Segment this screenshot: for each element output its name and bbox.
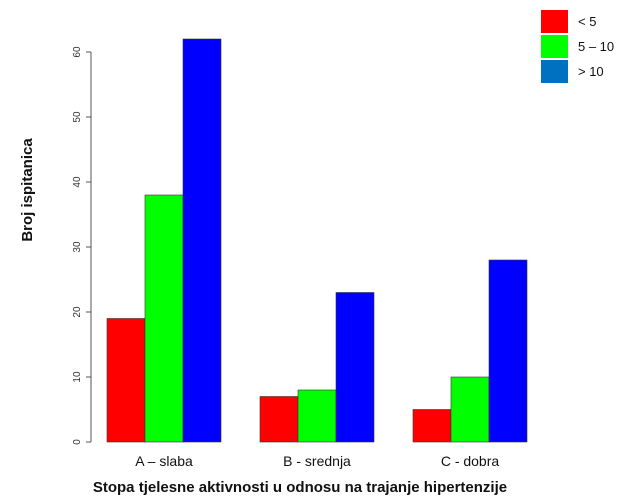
x-axis-labels: A – slaba B - srednja C - dobra [135,453,499,469]
category-label: A – slaba [135,453,193,469]
y-tick-label: 60 [72,46,83,58]
legend-label: 5 – 10 [578,39,614,54]
y-axis: 0 10 20 30 40 50 60 [72,46,92,445]
y-axis-title: Broj ispitanica [19,138,36,242]
bar [488,259,528,443]
bars [106,38,528,443]
bar [259,396,299,443]
legend-swatch [541,10,568,33]
y-tick-label: 10 [72,371,83,383]
bar [182,38,222,443]
legend: < 5 5 – 10 > 10 [541,10,614,83]
legend-label: < 5 [578,14,596,29]
category-label: B - srednja [283,453,351,469]
x-axis-title: Stopa tjelesne aktivnosti u odnosu na tr… [93,479,507,496]
y-tick-label: 30 [72,241,83,253]
legend-swatch [541,35,568,58]
bar [335,292,375,443]
bar [106,318,146,443]
bar [297,389,337,443]
y-tick-label: 50 [72,111,83,123]
y-tick-label: 0 [72,439,83,445]
y-tick-label: 40 [72,176,83,188]
y-tick-label: 20 [72,306,83,318]
legend-label: > 10 [578,64,604,79]
legend-swatch [541,60,568,83]
bar [412,409,452,443]
bar [450,376,490,443]
bar [144,194,184,443]
category-label: C - dobra [441,453,500,469]
